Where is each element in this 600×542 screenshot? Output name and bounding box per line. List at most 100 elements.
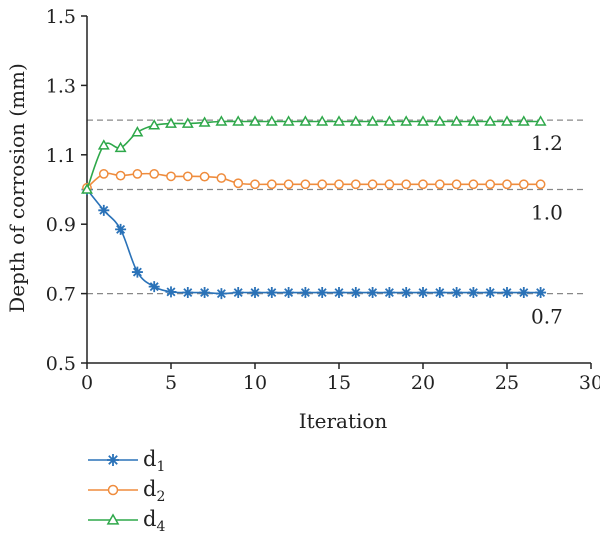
data-point [232,115,245,126]
y-tick-label: 0.9 [46,214,76,236]
data-point [199,287,211,299]
data-point [115,170,126,181]
data-point [249,115,261,126]
data-point [166,171,176,182]
y-tick-label: 0.7 [46,284,76,306]
data-point [400,287,412,299]
data-point [97,139,110,150]
y-tick-label: 1.1 [46,145,76,167]
data-point [282,115,295,126]
x-tick-label: 0 [81,372,93,394]
data-point [502,179,512,190]
data-point [485,179,496,190]
data-point [518,179,529,190]
x-tick-label: 20 [411,372,435,394]
axes: 0.5 0.7 0.9 1.1 1.3 1.5 0 5 10 15 20 25 30 [46,6,600,394]
series-line [86,120,541,190]
x-tick-label: 10 [243,372,267,394]
data-point [334,179,344,190]
reference-line-label: 1.2 [531,131,563,155]
data-point [383,287,395,299]
legend-label: d4 [143,507,165,535]
legend-label: d1 [143,447,165,475]
data-point [131,266,143,278]
data-point [401,179,412,190]
data-point [299,287,311,299]
data-point [181,117,194,128]
data-point [350,287,362,299]
data-point [501,115,513,126]
x-tick-label: 30 [579,372,600,394]
legend-item: d4 [88,507,165,535]
data-point [216,173,227,183]
x-tick-label: 25 [495,372,519,394]
data-point [182,171,193,182]
legend-item: d1 [88,447,165,475]
series-layer [81,115,547,300]
data-point [316,115,329,126]
series-line [86,172,541,189]
data-point [266,179,277,190]
data-point [468,179,479,190]
series-d2 [82,169,546,193]
x-tick-label: 15 [327,372,351,394]
data-point [534,115,547,126]
data-point [199,171,210,182]
data-point [434,179,445,190]
data-point [215,288,227,300]
data-point [350,179,361,190]
data-point [300,179,311,190]
data-point [283,179,294,190]
series-line [86,188,541,295]
data-point [299,115,312,126]
data-point [283,287,295,299]
data-point [131,126,144,137]
data-point [165,286,177,298]
series-d1 [81,184,547,300]
legend-item: d2 [88,477,165,505]
data-point [316,287,328,299]
y-tick-label: 1.5 [46,6,76,28]
data-point [517,115,530,126]
y-tick-label: 1.3 [46,75,76,97]
data-point [333,287,345,299]
data-point [114,141,127,153]
data-point [467,115,480,126]
reference-lines: 1.2 1.0 0.7 [87,119,585,329]
data-point [400,115,413,126]
y-tick-label: 0.5 [46,353,76,375]
data-point [266,287,278,299]
data-point [98,204,110,216]
data-point [165,117,177,128]
data-point [367,179,378,190]
data-point [451,287,463,299]
data-point [434,287,446,299]
data-point [383,115,396,126]
data-point [198,116,211,127]
legend-label: d2 [143,477,165,505]
data-point [317,179,328,190]
data-point [366,115,379,126]
data-point [98,169,109,179]
data-point [418,179,428,190]
data-point [215,115,228,126]
data-point [182,287,194,299]
data-point [433,115,446,126]
data-point [349,115,362,126]
data-point [115,223,127,235]
data-point [450,115,463,126]
data-point [535,179,546,190]
data-point [535,287,547,299]
data-point [484,115,497,126]
x-axis-title: Iteration [299,409,388,433]
data-point [250,179,260,190]
legend-marker [106,513,120,525]
data-point [417,115,429,126]
data-point [518,287,530,299]
data-point [484,287,496,299]
data-point [417,287,429,299]
data-point [233,178,244,189]
x-tick-label: 5 [165,372,177,394]
